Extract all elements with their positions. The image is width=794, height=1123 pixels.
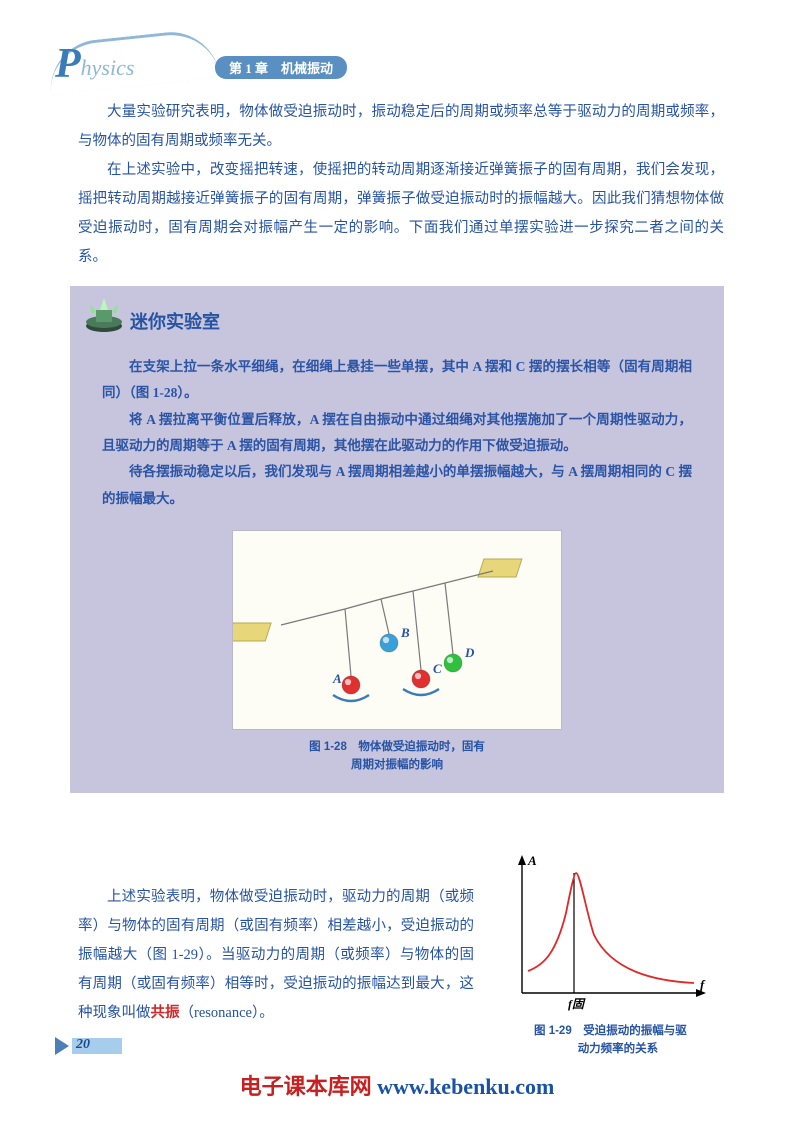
bottom-text-before: 上述实验表明，物体做受迫振动时，驱动力的周期（或频率）与物体的固有周期（或固有频… [78,889,474,1021]
lab-para-3: 待各摆振动稳定以后，我们发现与 A 摆周期相差越小的单摆振幅越大，与 A 摆周期… [102,459,692,512]
figure-1-28-caption: 图 1-28 物体做受迫振动时，固有 周期对振幅的影响 [70,738,724,775]
svg-text:A: A [332,671,342,686]
page-number-block: 20 [55,1037,136,1055]
page-number: 20 [76,1037,90,1053]
figure-1-29-caption: 图 1-29 受迫振动的振幅与驱 动力频率的关系 [534,1022,734,1059]
pendulum-figure: A B C D [232,530,562,730]
logo-initial: P [55,41,81,87]
svg-text:A: A [527,853,537,868]
watermark: 电子课本库网 www.kebenku.com [0,1069,794,1101]
svg-text:f固: f固 [568,997,586,1011]
svg-text:D: D [464,645,475,660]
physics-logo: Physics [55,40,134,88]
main-body-text: 大量实验研究表明，物体做受迫振动时，振动稳定后的周期或频率总等于驱动力的周期或频… [78,98,724,272]
paragraph-1: 大量实验研究表明，物体做受迫振动时，振动稳定后的周期或频率总等于驱动力的周期或频… [78,98,724,156]
logo-rest: hysics [81,55,135,80]
paragraph-2: 在上述实验中，改变摇把转速，使摇把的转动周期逐渐接近弹簧振子的固有周期，我们会发… [78,156,724,272]
page-arrow-icon [55,1037,69,1055]
mini-lab-box: 迷你实验室 在支架上拉一条水平细绳，在细绳上悬挂一些单摆，其中 A 摆和 C 摆… [70,286,724,793]
lab-para-1: 在支架上拉一条水平细绳，在细绳上悬挂一些单摆，其中 A 摆和 C 摆的摆长相等（… [102,354,692,407]
chapter-label: 第 1 章 机械振动 [215,56,347,79]
lab-title: 迷你实验室 [130,308,220,334]
resonance-term: 共振 [151,1005,180,1021]
watermark-cn: 电子课本库网 [240,1074,372,1099]
resonance-chart: Af f固 [494,853,714,1018]
watermark-url: www.kebenku.com [377,1074,554,1099]
bottom-paragraph: 上述实验表明，物体做受迫振动时，驱动力的周期（或频率）与物体的固有周期（或固有频… [78,853,474,1059]
pendulum-svg: A B C D [233,531,563,731]
lab-icon [84,296,124,334]
lab-para-2: 将 A 摆拉离平衡位置后释放，A 摆在自由振动中通过细绳对其他摆施加了一个周期性… [102,407,692,460]
resonance-chart-area: Af f固 图 1-29 受迫振动的振幅与驱 动力频率的关系 [494,853,734,1059]
svg-text:B: B [400,625,410,640]
svg-text:C: C [433,661,442,676]
lab-text: 在支架上拉一条水平细绳，在细绳上悬挂一些单摆，其中 A 摆和 C 摆的摆长相等（… [102,354,692,512]
bottom-text-after: （resonance）。 [180,1005,274,1021]
svg-text:f: f [700,977,706,992]
